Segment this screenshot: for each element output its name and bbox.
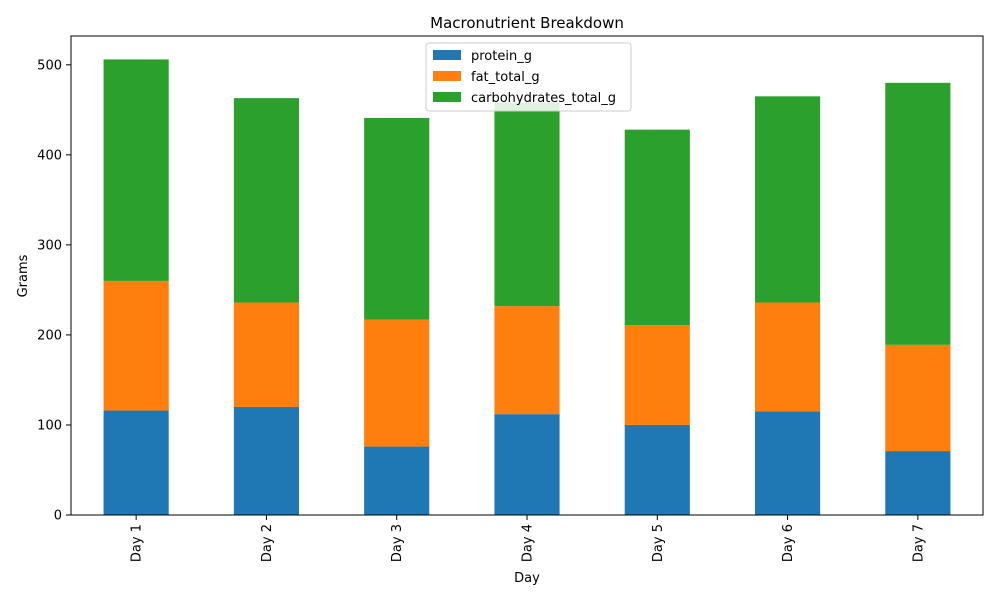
bar-protein_g-1 — [103, 410, 169, 515]
bar-carbohydrates_total_g-4 — [494, 102, 560, 307]
bar-carbohydrates_total_g-7 — [885, 82, 951, 345]
bar-carbohydrates_total_g-6 — [755, 96, 821, 303]
y-tick-label: 100 — [37, 418, 62, 433]
y-tick-label: 500 — [37, 58, 62, 73]
legend-swatch-protein_g — [433, 50, 461, 60]
bar-protein_g-5 — [624, 424, 690, 515]
bar-carbohydrates_total_g-3 — [364, 117, 430, 320]
bar-fat_total_g-3 — [364, 319, 430, 447]
x-tick-label: Day 6 — [781, 524, 796, 562]
y-tick-label: 300 — [37, 238, 62, 253]
x-tick-label: Day 1 — [130, 524, 145, 562]
legend: protein_g fat_total_g carbohydrates_total_… — [425, 42, 632, 112]
x-tick-label: Day 3 — [390, 524, 405, 562]
y-tick-label: 200 — [37, 328, 62, 343]
bar-fat_total_g-1 — [103, 280, 169, 411]
legend-swatch-fat_total_g — [433, 71, 461, 81]
y-tick-label: 400 — [37, 148, 62, 163]
bar-protein_g-6 — [755, 411, 821, 515]
x-axis-label: Day — [514, 571, 540, 586]
bar-protein_g-3 — [364, 446, 430, 515]
bar-carbohydrates_total_g-1 — [103, 59, 169, 281]
y-axis-label: Grams — [16, 254, 31, 297]
bar-fat_total_g-6 — [755, 302, 821, 412]
bar-protein_g-2 — [233, 406, 299, 515]
y-tick-label: 0 — [54, 509, 62, 524]
bar-carbohydrates_total_g-2 — [233, 98, 299, 303]
x-axis: Day 1 Day 2 Day 3 Day 4 Day 5 Day 6 Day 7 — [130, 515, 926, 562]
legend-label-protein_g: protein_g — [471, 49, 532, 64]
bar-carbohydrates_total_g-5 — [624, 129, 690, 326]
y-axis: 0 100 200 300 400 500 — [37, 58, 71, 524]
bar-protein_g-7 — [885, 451, 951, 515]
chart-title: Macronutrient Breakdown — [430, 14, 624, 32]
x-tick-label: Day 7 — [911, 524, 926, 562]
x-tick-label: Day 4 — [521, 524, 536, 562]
legend-label-fat_total_g: fat_total_g — [471, 70, 540, 85]
bar-fat_total_g-7 — [885, 344, 951, 452]
bar-fat_total_g-2 — [233, 302, 299, 407]
legend-swatch-carbohydrates_total_g — [433, 92, 461, 102]
x-tick-label: Day 5 — [651, 524, 666, 562]
x-tick-label: Day 2 — [260, 524, 275, 562]
bar-protein_g-4 — [494, 414, 560, 515]
legend-box — [425, 42, 632, 112]
bars-group — [103, 59, 951, 515]
bar-fat_total_g-4 — [494, 306, 560, 415]
legend-label-carbohydrates_total_g: carbohydrates_total_g — [471, 91, 616, 106]
bar-fat_total_g-5 — [624, 325, 690, 425]
